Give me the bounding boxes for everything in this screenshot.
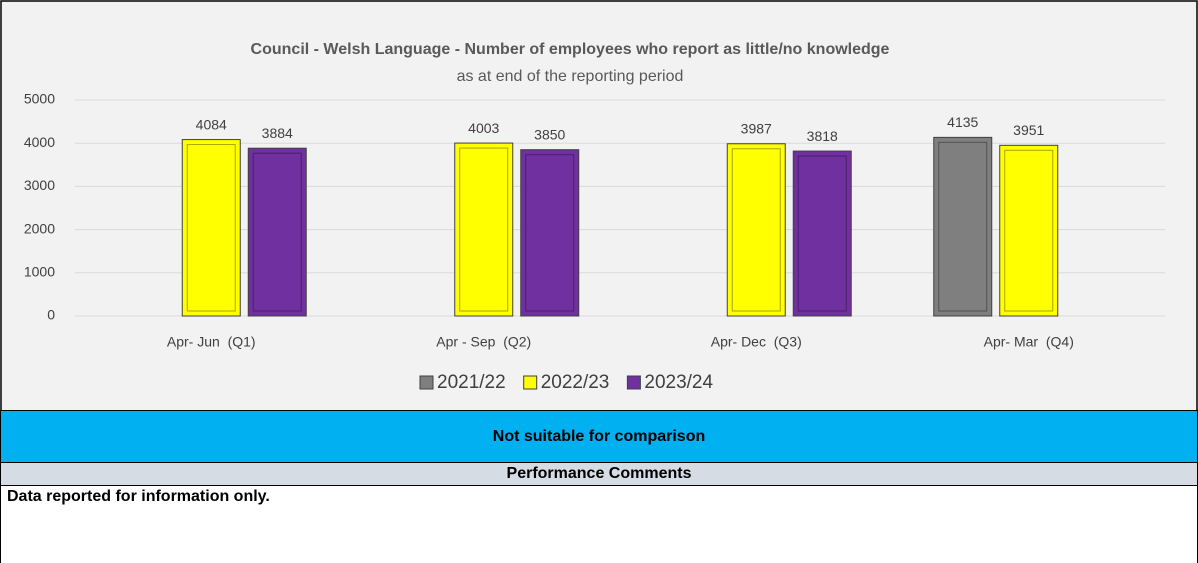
data-label: 3884 <box>262 125 293 141</box>
bar <box>999 144 1059 317</box>
x-tick-label: Apr- Jun (Q1) <box>167 334 256 350</box>
data-label: 4003 <box>468 120 499 136</box>
legend-swatch <box>523 375 538 390</box>
y-tick-label: 1000 <box>24 264 55 280</box>
legend-swatch <box>419 375 434 390</box>
y-tick-label: 4000 <box>24 134 55 150</box>
y-tick-label: 2000 <box>24 220 55 236</box>
legend-label: 2021/22 <box>437 372 506 393</box>
data-label: 3987 <box>741 120 772 136</box>
data-label: 3818 <box>807 128 838 144</box>
data-label: 4135 <box>947 114 978 130</box>
y-tick-label: 5000 <box>24 91 55 107</box>
bar <box>726 143 786 317</box>
bar-bevel <box>938 141 988 312</box>
data-label: 3850 <box>534 126 565 142</box>
bar <box>181 139 241 317</box>
bar-bevel <box>459 147 509 312</box>
bar-bevel <box>525 154 575 312</box>
chart: Council - Welsh Language - Number of emp… <box>0 0 1198 412</box>
bar <box>520 149 580 317</box>
bar-bevel <box>797 155 847 312</box>
y-tick-label: 3000 <box>24 177 55 193</box>
bar <box>454 142 514 317</box>
bar <box>247 147 307 317</box>
comments-header: Performance Comments <box>0 462 1198 486</box>
x-tick-label: Apr - Sep (Q2) <box>436 334 531 350</box>
bar <box>933 136 993 317</box>
banner: Not suitable for comparison <box>0 410 1198 463</box>
chart-title: Council - Welsh Language - Number of emp… <box>251 41 890 58</box>
legend-label: 2022/23 <box>541 372 610 393</box>
chart-subtitle: as at end of the reporting period <box>457 68 684 85</box>
x-tick-label: Apr- Dec (Q3) <box>711 334 802 350</box>
x-tick-label: Apr- Mar (Q4) <box>984 334 1074 350</box>
bar-bevel <box>252 152 302 312</box>
legend-swatch <box>626 375 641 390</box>
bar <box>792 150 852 317</box>
y-tick-label: 0 <box>47 307 55 323</box>
data-label: 4084 <box>196 116 227 132</box>
comments: Data reported for information only. <box>0 485 1198 563</box>
legend-label: 2023/24 <box>644 372 713 393</box>
bar-bevel <box>731 148 781 312</box>
data-label: 3951 <box>1013 122 1044 138</box>
bar-bevel <box>186 144 236 312</box>
bar-bevel <box>1004 149 1054 312</box>
